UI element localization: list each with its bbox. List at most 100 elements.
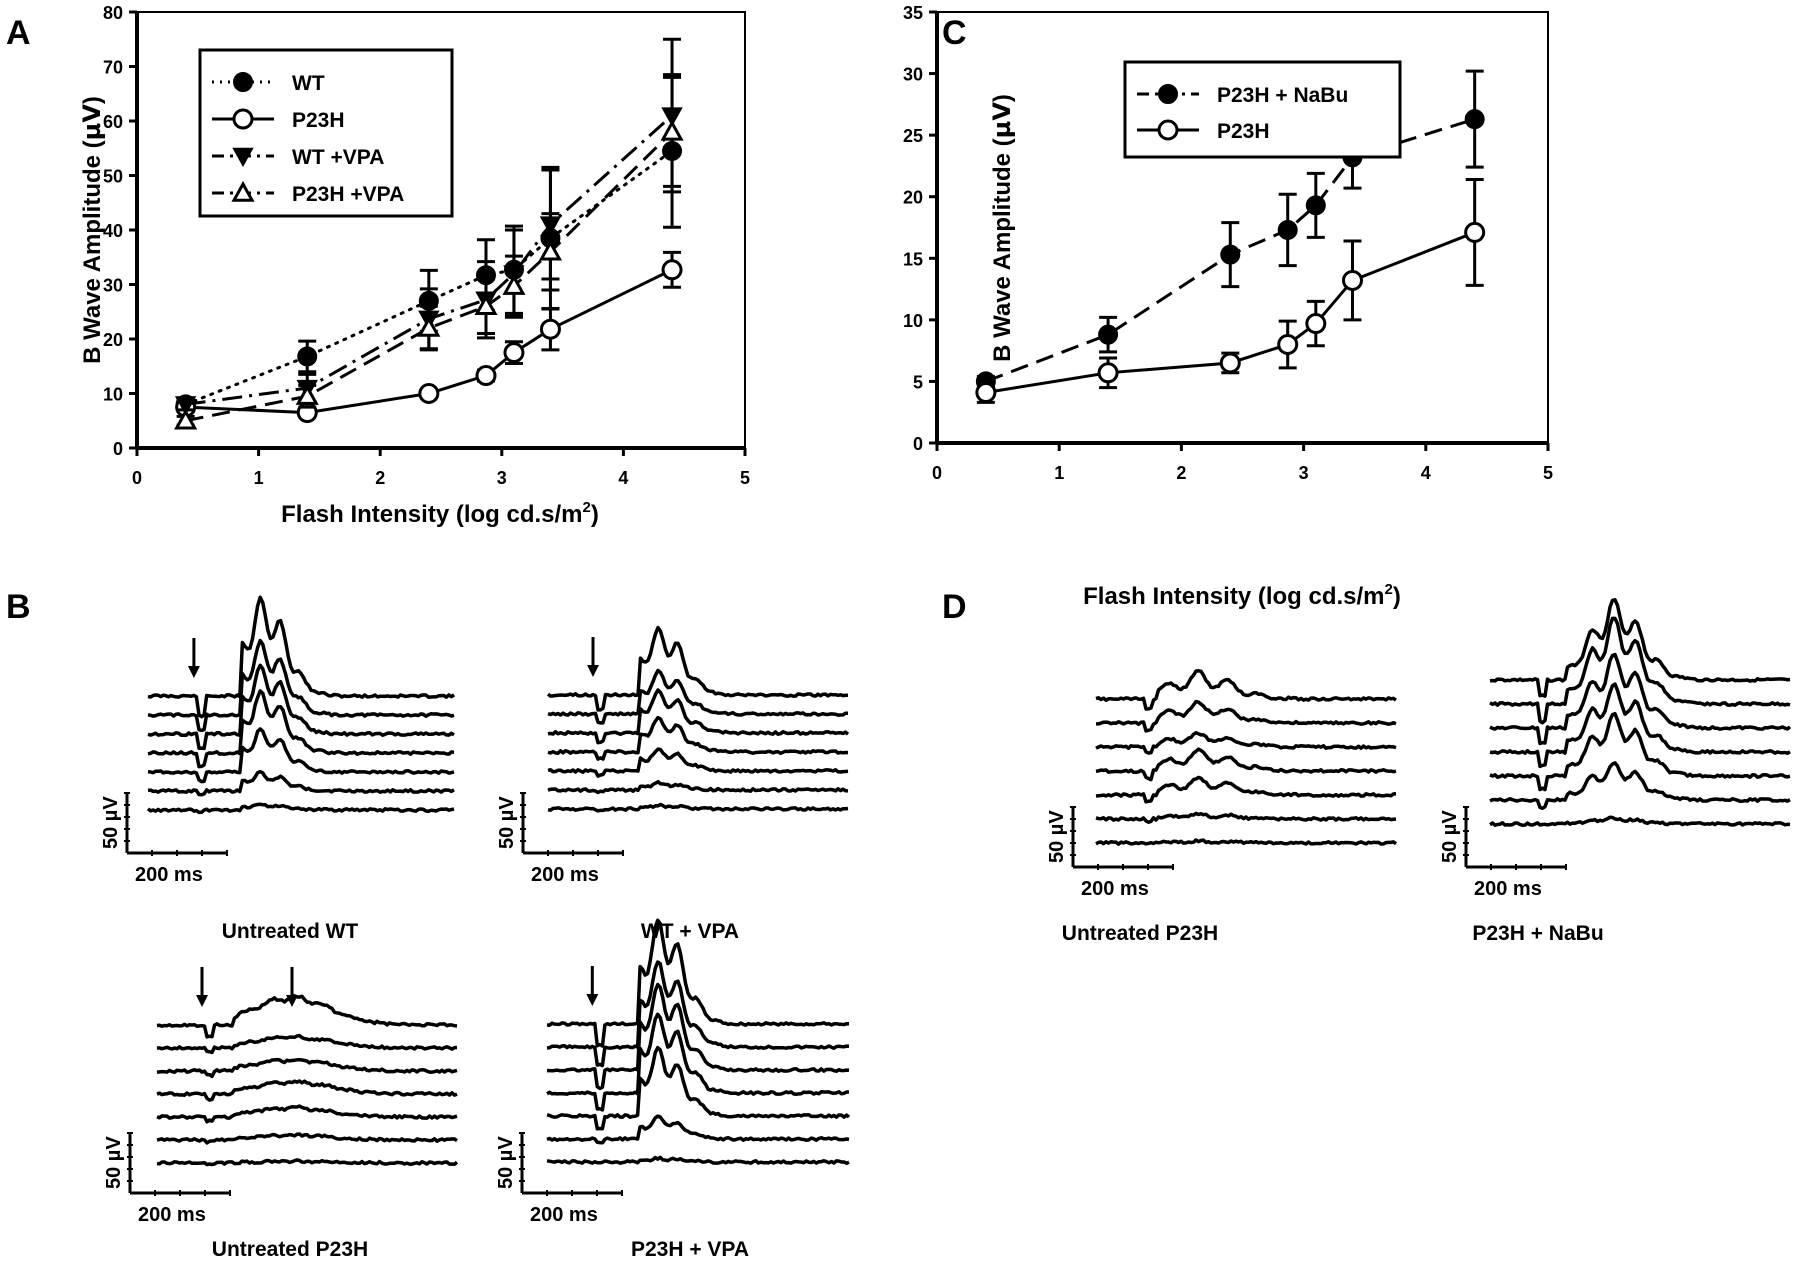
scale-label-voltage: 50 µV [100, 796, 122, 849]
erg-trace [156, 1033, 458, 1055]
chart-c-ylabel: B Wave Amplitude (µV) [988, 94, 1016, 362]
data-point [1098, 324, 1119, 345]
erg-trace [546, 1155, 850, 1165]
panel-label-b: B [6, 588, 31, 626]
erg-trace [147, 595, 456, 719]
x-tick-label: 4 [618, 468, 628, 488]
scale-label-time: 200 ms [138, 1204, 206, 1226]
data-point [975, 382, 997, 404]
erg-trace [147, 769, 455, 797]
erg-trace [546, 918, 849, 1048]
erg-trace [147, 727, 455, 784]
erg-d-p23h-nabu: 50 µV 200 ms [1439, 598, 1792, 900]
erg-trace [546, 1114, 850, 1145]
data-point [1097, 362, 1119, 384]
erg-trace [156, 994, 458, 1039]
erg-trace [1095, 775, 1396, 804]
arrow-down-icon [187, 666, 200, 678]
scale-label-voltage: 50 µV [495, 1136, 517, 1189]
series-p23h [975, 177, 1486, 404]
erg-p23h-vpa: 50 µV 200 ms [495, 918, 851, 1226]
legend-marker [231, 180, 255, 202]
x-tick-label: 1 [1054, 463, 1064, 483]
erg-trace [547, 779, 849, 795]
scale-label-voltage: 50 µV [496, 796, 518, 849]
data-point [660, 119, 684, 141]
data-point [417, 316, 441, 337]
legend-label: P23H + NaBu [1217, 84, 1348, 107]
data-point [503, 342, 525, 364]
arrow-down-icon [587, 665, 599, 677]
panel-label-c: C [942, 14, 967, 52]
data-point [174, 408, 198, 430]
data-point [1277, 219, 1298, 240]
legend-marker [232, 147, 254, 168]
erg-title-untreated-wt: Untreated WT [222, 920, 359, 943]
erg-trace [156, 1132, 458, 1145]
legend-marker [233, 72, 253, 92]
erg-trace [146, 802, 455, 815]
data-point [661, 259, 683, 281]
erg-d-untreated-p23h: 50 µV 200 ms [1046, 669, 1398, 900]
erg-trace [156, 1158, 459, 1167]
scale-label-time: 200 ms [1081, 878, 1149, 900]
scale-label-voltage: 50 µV [1046, 810, 1068, 863]
erg-title-untreated-p23h: Untreated P23H [212, 1238, 368, 1261]
erg-trace [547, 688, 850, 745]
erg-untreated-p23h: 50 µV 200 ms [103, 967, 459, 1226]
erg-trace [1095, 747, 1397, 782]
arrow-down-icon [586, 994, 599, 1006]
chart-c-legend: P23H + NaBu P23H [1123, 60, 1402, 159]
series-p23h-vpa [174, 75, 684, 430]
x-tick-label: 1 [254, 468, 264, 488]
erg-untreated-wt: 50 µV 200 ms [100, 595, 456, 886]
data-point [295, 384, 319, 405]
legend-label: P23H [292, 109, 345, 132]
scale-label-time: 200 ms [135, 864, 203, 886]
y-tick-label: 10 [103, 385, 123, 405]
data-point [418, 383, 440, 404]
erg-trace [547, 982, 850, 1091]
erg-trace [1095, 811, 1397, 824]
y-tick-label: 15 [903, 249, 923, 269]
erg-trace [1489, 616, 1791, 725]
y-tick-label: 25 [903, 126, 923, 146]
chart-c: 0 1 2 3 4 5 0 5 10 15 20 25 30 35 B Wave Amplitude (µ… [903, 3, 1553, 610]
erg-trace [546, 1045, 851, 1131]
x-tick-label: 2 [1176, 463, 1186, 483]
y-tick-label: 60 [103, 112, 123, 132]
erg-trace [1095, 838, 1398, 846]
x-tick-label: 3 [497, 468, 507, 488]
y-tick-label: 50 [103, 167, 123, 187]
data-point [1464, 109, 1485, 130]
legend-label: WT [292, 72, 325, 95]
erg-title-d-untreated-p23h: Untreated P23H [1062, 922, 1218, 945]
chart-a-ylabel: B Wave Amplitude (µV) [78, 96, 106, 364]
erg-trace [547, 715, 849, 761]
x-tick-label: 5 [1543, 463, 1553, 483]
erg-trace [547, 802, 849, 813]
data-point [1341, 269, 1363, 291]
chart-a-legend: WT P23H WT +VPA P23H +VPA [198, 48, 454, 218]
data-point [297, 346, 318, 367]
chart-a-series [174, 37, 684, 430]
panel-label-d: D [942, 588, 967, 626]
scale-label-voltage: 50 µV [1439, 810, 1461, 863]
series-p23h [175, 250, 683, 424]
data-point [1219, 352, 1241, 374]
erg-panel-b: 50 µV 200 ms 50 µV 200 ms 50 µV 200 ms 50 µV 20… [100, 595, 851, 1226]
scale-label-voltage: 50 µV [103, 1136, 125, 1189]
erg-trace [1489, 652, 1792, 746]
erg-trace [156, 1079, 458, 1102]
erg-trace [1489, 761, 1791, 811]
x-tick-label: 5 [740, 468, 750, 488]
legend-marker [1158, 84, 1178, 104]
scale-label-time: 200 ms [1474, 878, 1542, 900]
x-tick-label: 0 [132, 468, 142, 488]
panel-label-a: A [6, 14, 31, 52]
erg-trace [1489, 815, 1791, 827]
y-tick-label: 30 [103, 276, 123, 296]
scale-label-time: 200 ms [530, 1204, 598, 1226]
